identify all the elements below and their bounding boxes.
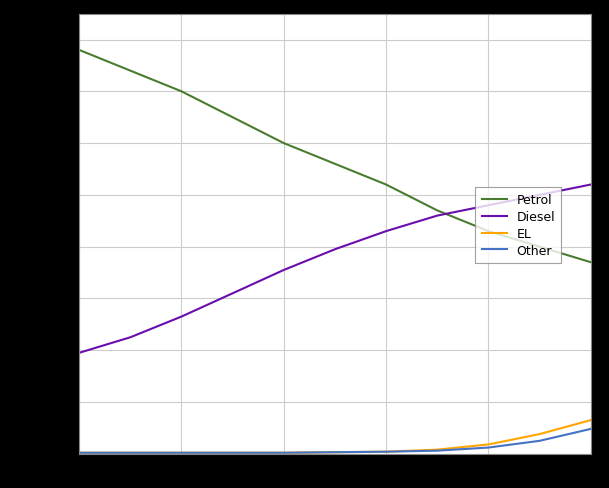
Petrol	[536, 244, 543, 250]
Other	[382, 449, 390, 455]
Other	[485, 445, 492, 450]
Diesel	[331, 247, 339, 253]
Legend: Petrol, Diesel, EL, Other: Petrol, Diesel, EL, Other	[476, 188, 561, 264]
EL	[178, 450, 185, 456]
Other	[229, 450, 236, 456]
Petrol	[127, 68, 134, 74]
EL	[382, 449, 390, 455]
Other	[434, 448, 441, 454]
Diesel	[434, 213, 441, 219]
Other	[76, 450, 83, 456]
Petrol	[382, 182, 390, 188]
Petrol	[434, 208, 441, 214]
Line: EL: EL	[79, 420, 591, 453]
Other	[280, 450, 287, 456]
EL	[127, 450, 134, 456]
Other	[178, 450, 185, 456]
Petrol	[485, 229, 492, 235]
Petrol	[331, 162, 339, 167]
Diesel	[587, 182, 594, 188]
EL	[587, 417, 594, 423]
Line: Diesel: Diesel	[79, 185, 591, 353]
EL	[485, 442, 492, 447]
Other	[127, 450, 134, 456]
Other	[587, 426, 594, 432]
Petrol	[76, 48, 83, 54]
Diesel	[127, 335, 134, 341]
Diesel	[178, 314, 185, 320]
EL	[229, 450, 236, 456]
EL	[76, 450, 83, 456]
Diesel	[76, 350, 83, 356]
Petrol	[178, 89, 185, 95]
EL	[331, 449, 339, 455]
Other	[331, 449, 339, 455]
Diesel	[280, 267, 287, 273]
Petrol	[280, 141, 287, 147]
EL	[536, 431, 543, 437]
Diesel	[536, 193, 543, 199]
Diesel	[382, 229, 390, 235]
Line: Other: Other	[79, 429, 591, 453]
Diesel	[229, 291, 236, 297]
Other	[536, 438, 543, 444]
EL	[280, 450, 287, 456]
EL	[434, 447, 441, 453]
Petrol	[587, 260, 594, 265]
Line: Petrol: Petrol	[79, 51, 591, 263]
Petrol	[229, 115, 236, 121]
Diesel	[485, 203, 492, 209]
